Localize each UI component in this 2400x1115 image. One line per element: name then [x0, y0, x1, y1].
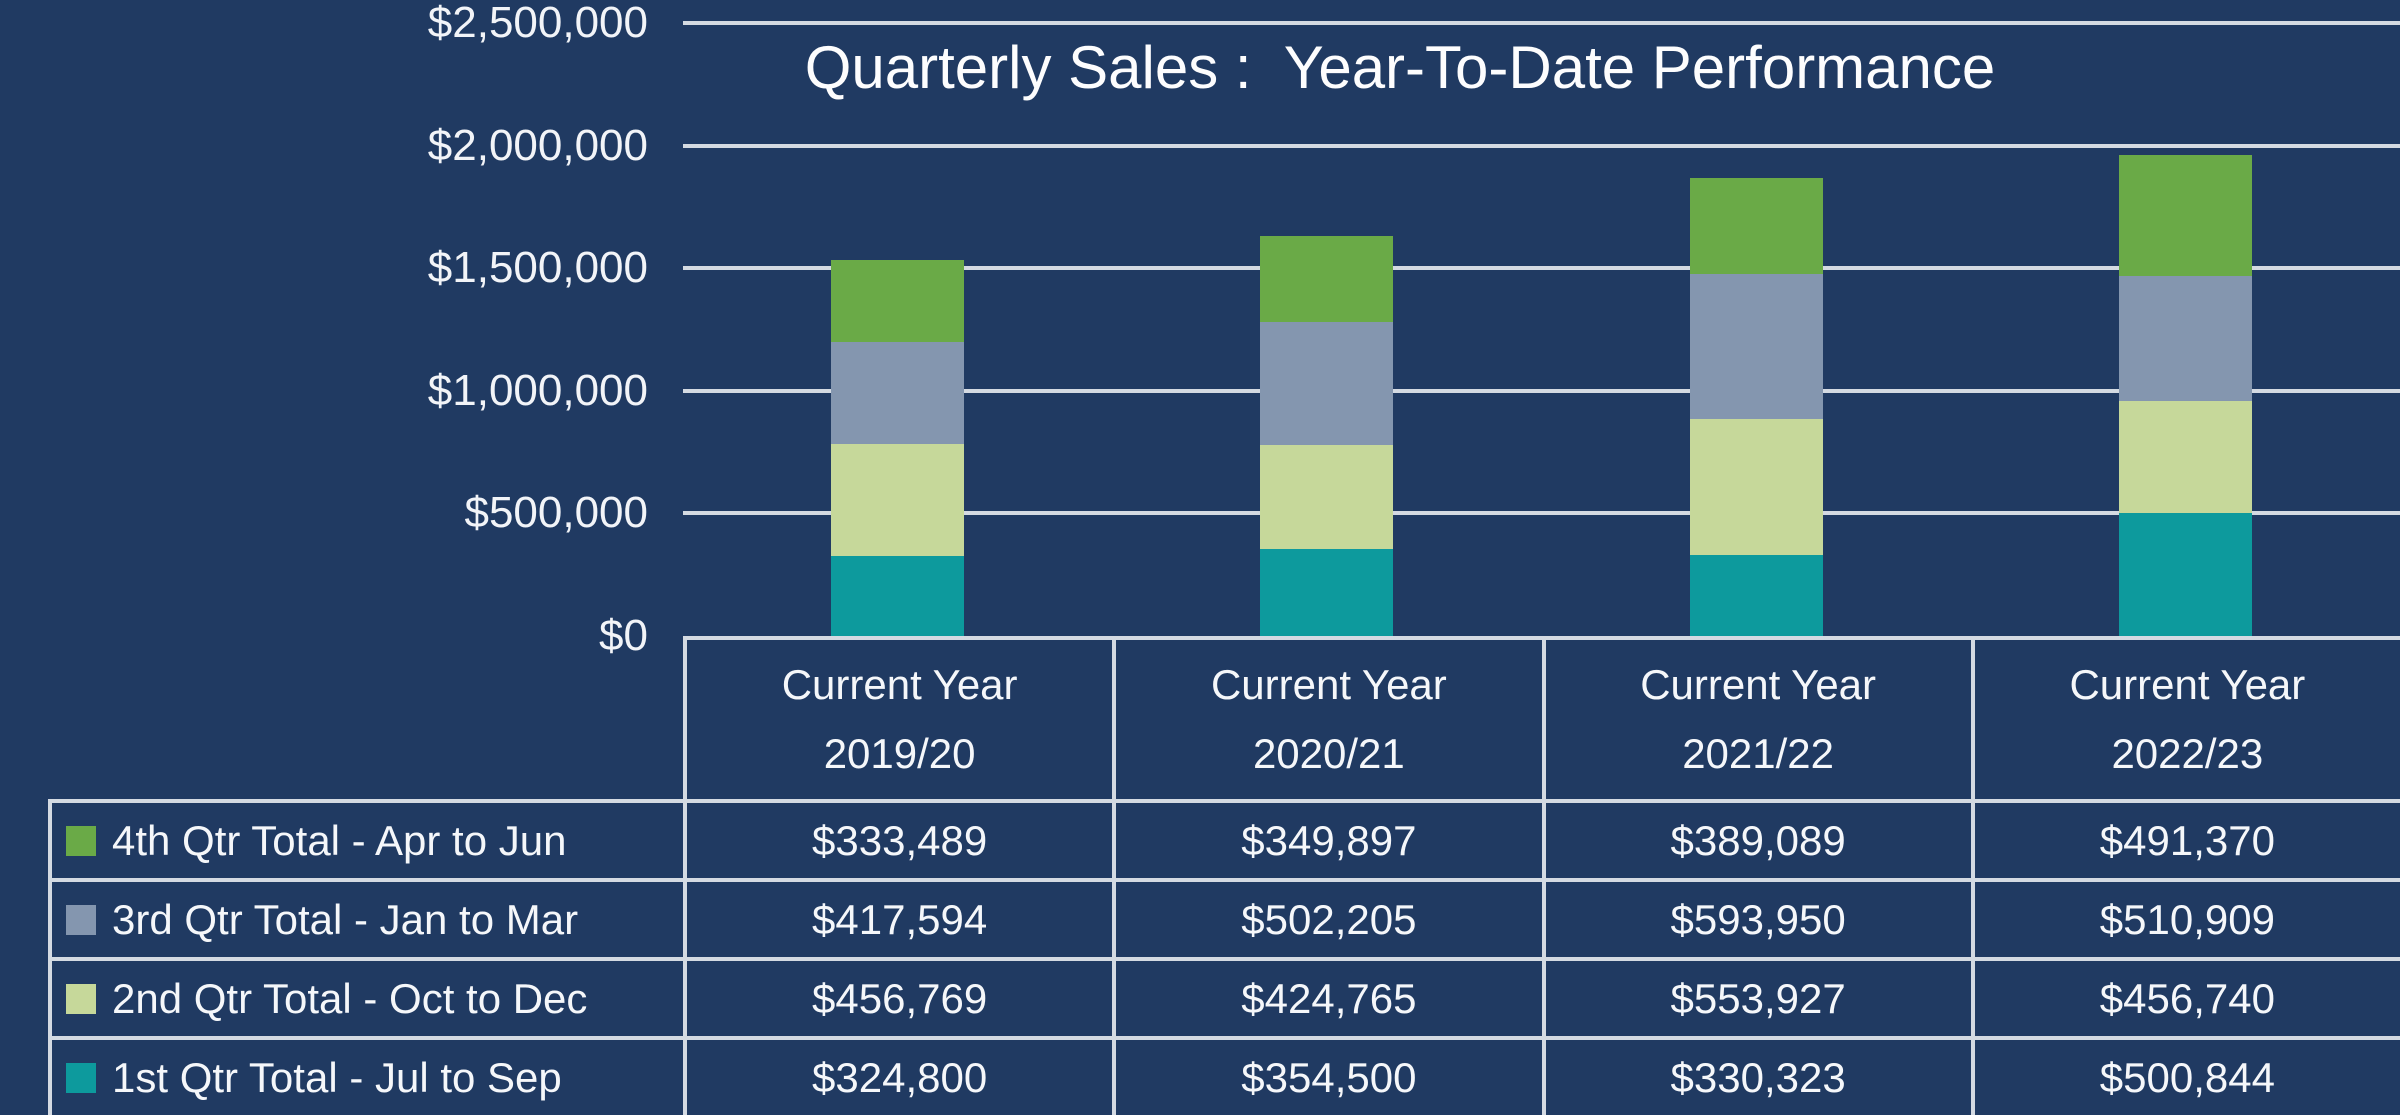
legend-row: 4th Qtr Total - Apr to Jun — [52, 803, 683, 878]
column-header-line1: Current Year — [1210, 660, 1447, 708]
legend-color-swatch — [66, 983, 96, 1014]
gridline — [683, 511, 2400, 516]
column-header-line2: 2020/21 — [1252, 730, 1405, 778]
y-axis-tick-label: $1,500,000 — [427, 243, 648, 293]
legend-label: 3rd Qtr Total - Jan to Mar — [112, 895, 579, 943]
table-value-cell: $553,927 — [1545, 961, 1971, 1036]
data-table: Current Year 2019/20 Current Year 2020/21 Cu… — [683, 636, 2400, 1115]
table-value-cell: $349,897 — [1116, 803, 1542, 878]
table-value-cell: $502,205 — [1116, 882, 1542, 957]
table-value-cell: $593,950 — [1545, 882, 1971, 957]
column-header-line2: 2019/20 — [823, 730, 976, 778]
bar-segment — [1689, 554, 1823, 636]
bar-segment — [2118, 275, 2252, 402]
bar-stack-2022-23 — [2118, 155, 2252, 636]
bar-segment — [1260, 321, 1394, 445]
column-header-line1: Current Year — [2069, 660, 2306, 708]
bar-segment — [1260, 235, 1394, 322]
y-axis-tick-label: $500,000 — [464, 488, 648, 538]
y-axis-tick-label: $2,500,000 — [427, 0, 648, 47]
y-axis-tick-label: $2,000,000 — [427, 120, 648, 170]
gridline — [683, 21, 2400, 25]
table-value-cell: $324,800 — [687, 1040, 1113, 1115]
column-header-cell: Current Year 2021/22 — [1545, 640, 1971, 799]
table-value-cell: $417,594 — [687, 882, 1113, 957]
bar-segment — [1689, 419, 1823, 555]
legend-color-swatch — [66, 1062, 96, 1093]
bar-segment — [831, 341, 965, 445]
column-header-cell: Current Year 2022/23 — [1974, 640, 2400, 799]
column-header-line2: 2022/23 — [2111, 730, 2264, 778]
table-value-cell: $491,370 — [1974, 803, 2400, 878]
y-axis-tick-label: $1,000,000 — [427, 365, 648, 415]
table-value-cell: $424,765 — [1116, 961, 1542, 1036]
table-value-cell: $389,089 — [1545, 803, 1971, 878]
bar-stack-2021-22 — [1689, 178, 1823, 636]
bar-segment — [831, 260, 965, 342]
chart-title: Quarterly Sales : Year-To-Date Performan… — [804, 34, 1996, 101]
legend-color-swatch — [66, 904, 96, 935]
bar-segment — [1260, 444, 1394, 550]
bar-segment — [831, 444, 965, 557]
column-header-cell: Current Year 2020/21 — [1116, 640, 1542, 799]
table-value-cell: $500,844 — [1974, 1040, 2400, 1115]
table-value-cell: $456,740 — [1974, 961, 2400, 1036]
legend-label: 1st Qtr Total - Jul to Sep — [112, 1053, 562, 1101]
table-value-cell: $354,500 — [1116, 1040, 1542, 1115]
bar-stack-2020-21 — [1260, 235, 1394, 636]
gridline — [683, 143, 2400, 148]
column-header-line1: Current Year — [781, 660, 1018, 708]
bar-stack-2019-20 — [831, 260, 965, 636]
legend-row: 1st Qtr Total - Jul to Sep — [52, 1040, 683, 1115]
bar-segment — [2118, 513, 2252, 636]
bar-segment — [1260, 549, 1394, 636]
gridline — [683, 388, 2400, 393]
legend-color-swatch — [66, 825, 96, 856]
column-header-line1: Current Year — [1640, 660, 1877, 708]
legend-label: 4th Qtr Total - Apr to Jun — [112, 816, 567, 864]
legend-label: 2nd Qtr Total - Oct to Dec — [112, 974, 588, 1022]
table-value-cell: $330,323 — [1545, 1040, 1971, 1115]
bar-segment — [2118, 401, 2252, 514]
bar-segment — [1689, 178, 1823, 274]
legend-table: 4th Qtr Total - Apr to Jun 3rd Qtr Total … — [48, 799, 683, 1115]
table-value-cell: $510,909 — [1974, 882, 2400, 957]
y-axis-tick-label: $0 — [599, 611, 648, 660]
table-value-cell: $333,489 — [687, 803, 1113, 878]
column-header-line2: 2021/22 — [1682, 730, 1835, 778]
bar-segment — [1689, 273, 1823, 420]
bar-segment — [831, 556, 965, 636]
table-value-cell: $456,769 — [687, 961, 1113, 1036]
legend-row: 2nd Qtr Total - Oct to Dec — [52, 961, 683, 1036]
gridline — [683, 266, 2400, 271]
bar-segment — [2118, 155, 2252, 276]
column-header-cell: Current Year 2019/20 — [687, 640, 1113, 799]
legend-row: 3rd Qtr Total - Jan to Mar — [52, 882, 683, 957]
